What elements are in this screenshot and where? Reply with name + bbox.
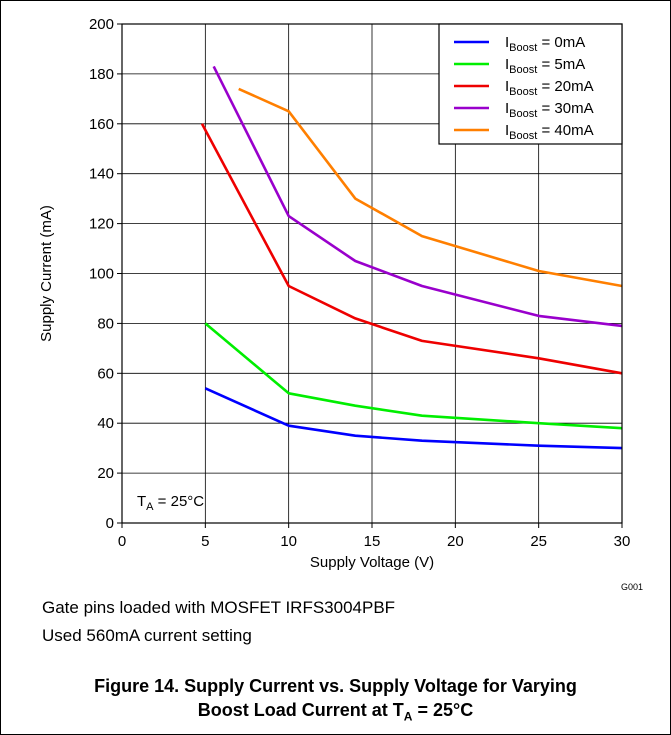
x-tick-label: 30 [614,533,631,550]
legend-box [438,23,623,145]
legend-label-main: I [505,78,509,95]
legend-label: IBoost = 30mA [505,100,594,120]
legend-label-main: I [505,122,509,139]
annotation-rest: = 25°C [154,493,205,510]
y-tick-label: 160 [89,116,114,133]
series-line-4 [238,87,623,288]
legend-label: IBoost = 5mA [505,56,585,76]
y-tick-label: 0 [106,515,114,532]
y-tick-label: 20 [97,465,114,482]
legend-label-main: I [505,56,509,73]
y-tick-label: 120 [89,216,114,233]
caption-line2-main: Boost Load Current at T [197,700,404,720]
note-line-2: Used 560mA current setting [42,626,252,645]
legend-label: IBoost = 20mA [505,78,594,98]
annotation-sub: A [146,501,154,513]
legend-label-main: I [505,100,509,117]
annotation-main: T [137,493,146,510]
x-axis-label: Supply Voltage (V) [310,554,434,571]
legend-label: IBoost = 0mA [505,34,585,54]
y-tick-label: 140 [89,166,114,183]
caption-line2-sub: A [403,709,413,724]
series-line-2 [200,123,623,375]
series-line-1 [204,322,623,430]
axis-ticks: 0 5 10 15 20 25 30 0 20 40 60 80 100 120 140 160 180 200 [89,16,630,550]
legend-label-rest: = 0mA [537,34,585,51]
y-tick-label: 80 [97,315,114,332]
note-line-1: Gate pins loaded with MOSFET IRFS3004PBF [42,598,396,617]
legend-label-main: I [505,34,509,51]
y-tick-label: 60 [97,365,114,382]
y-tick-label: 200 [89,16,114,33]
figure-caption-line-2: Boost Load Current at TA = 25°C [0,698,671,729]
legend-label-rest: = 20mA [537,78,593,95]
series-lines [200,65,623,450]
legend-label-sub: Boost [509,42,537,54]
x-tick-label: 5 [201,533,209,550]
x-tick-label: 20 [447,533,464,550]
legend-label-sub: Boost [509,64,537,76]
y-tick-label: 40 [97,415,114,432]
legend-label: IBoost = 40mA [505,122,594,142]
x-tick-label: 15 [364,533,381,550]
legend-label-rest: = 5mA [537,56,585,73]
chart: 0 5 10 15 20 25 30020406080100120140160180200 … [38,16,643,592]
figure-caption-line-1: Figure 14. Supply Current vs. Supply Vol… [94,676,577,696]
y-tick-label: 100 [89,266,114,283]
legend-label-rest: = 30mA [537,100,593,117]
y-axis-label: Supply Current (mA) [38,205,55,342]
series-line-3 [212,65,623,328]
legend-label-sub: Boost [509,130,537,142]
legend-label-sub: Boost [509,108,537,120]
legend-label-rest: = 40mA [537,122,593,139]
temperature-annotation: TA = 25°C [137,493,204,513]
y-tick-label: 180 [89,66,114,83]
caption-line2-rest: = 25°C [412,700,474,720]
x-tick-label: 10 [280,533,297,550]
x-tick-label: 0 [118,533,126,550]
x-tick-label: 25 [530,533,547,550]
figure-code: G001 [621,582,643,592]
legend-label-sub: Boost [509,86,537,98]
series-line-0 [204,387,623,450]
